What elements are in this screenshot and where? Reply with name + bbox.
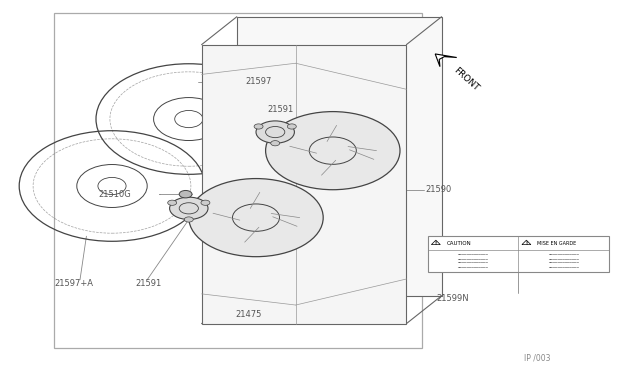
Text: !: ! <box>525 241 527 246</box>
Bar <box>428 236 609 272</box>
Text: ─────────────
─────────────: ───────────── ───────────── <box>458 262 488 270</box>
Text: 21591: 21591 <box>268 105 294 114</box>
Text: MISE EN GARDE: MISE EN GARDE <box>538 241 577 246</box>
Circle shape <box>189 179 323 257</box>
Bar <box>237 17 442 296</box>
Polygon shape <box>522 240 531 245</box>
Circle shape <box>168 200 177 205</box>
Text: 21510G: 21510G <box>99 190 131 199</box>
Circle shape <box>271 141 280 146</box>
Text: 21597+A: 21597+A <box>54 279 93 288</box>
Circle shape <box>179 190 192 198</box>
Text: CAUTION: CAUTION <box>447 241 472 246</box>
Text: 21599N: 21599N <box>436 294 469 303</box>
Text: 21591: 21591 <box>136 279 162 288</box>
Bar <box>202 45 406 324</box>
Text: ─────────────
─────────────: ───────────── ───────────── <box>548 253 579 262</box>
Circle shape <box>170 197 208 219</box>
Text: IP /003: IP /003 <box>524 353 551 362</box>
Polygon shape <box>435 54 457 67</box>
Text: 21597: 21597 <box>245 77 271 86</box>
Text: 21590: 21590 <box>426 185 452 194</box>
Circle shape <box>266 112 400 190</box>
Text: ─────────────
─────────────: ───────────── ───────────── <box>548 262 579 270</box>
Circle shape <box>254 124 263 129</box>
Text: 21475: 21475 <box>236 310 262 319</box>
Circle shape <box>256 121 294 143</box>
Bar <box>54 13 422 348</box>
Polygon shape <box>431 240 440 245</box>
Circle shape <box>184 217 193 222</box>
Circle shape <box>287 124 296 129</box>
Text: ─────────────
─────────────: ───────────── ───────────── <box>458 253 488 262</box>
Text: FRONT: FRONT <box>452 66 481 93</box>
Circle shape <box>201 200 210 205</box>
Text: !: ! <box>435 241 437 246</box>
